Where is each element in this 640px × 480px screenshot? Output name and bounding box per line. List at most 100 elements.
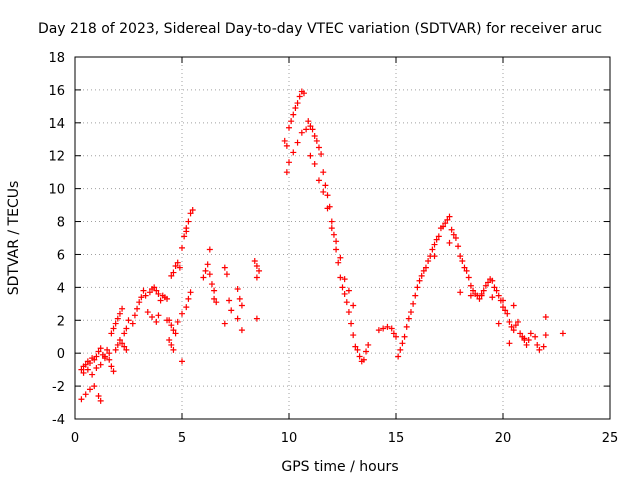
data-point — [500, 297, 506, 304]
data-point — [236, 295, 243, 302]
data-point — [480, 287, 487, 294]
data-point — [288, 118, 295, 125]
data-point — [170, 327, 177, 334]
data-point — [315, 177, 322, 184]
data-point — [489, 294, 496, 301]
y-tick-label: 0 — [57, 347, 65, 362]
x-tick-label: 25 — [602, 431, 619, 446]
data-point — [343, 299, 350, 306]
data-point — [206, 271, 213, 278]
data-point — [84, 366, 91, 373]
data-point — [238, 302, 245, 309]
data-point — [429, 246, 436, 253]
data-point — [536, 346, 543, 353]
data-point — [86, 360, 93, 367]
plot-frame — [74, 56, 611, 420]
data-point — [318, 151, 325, 158]
data-point — [457, 253, 464, 260]
data-point — [183, 228, 190, 235]
data-point — [401, 333, 408, 340]
data-point — [97, 345, 104, 352]
data-point — [106, 350, 113, 357]
data-point — [253, 262, 260, 269]
data-point — [333, 246, 340, 253]
data-point — [534, 341, 541, 348]
y-tick-label: -4 — [52, 413, 65, 428]
data-point — [465, 274, 472, 281]
data-point — [393, 333, 399, 340]
data-point — [478, 290, 485, 297]
data-point — [495, 320, 502, 327]
data-point — [294, 100, 301, 107]
data-point — [172, 262, 179, 269]
data-point — [123, 346, 130, 353]
data-point — [82, 361, 89, 368]
data-point — [348, 320, 355, 327]
data-point — [339, 284, 346, 291]
data-point — [532, 333, 539, 340]
data-point — [238, 327, 245, 334]
data-point — [223, 271, 230, 278]
data-point — [489, 277, 496, 284]
data-point — [221, 320, 228, 327]
data-point — [251, 258, 258, 265]
data-point — [91, 356, 98, 363]
data-point — [350, 302, 357, 309]
data-point — [206, 246, 213, 253]
data-point — [170, 269, 177, 276]
chart-title: Day 218 of 2023, Sidereal Day-to-day VTE… — [38, 21, 602, 37]
data-point — [328, 225, 335, 232]
data-point — [166, 337, 173, 344]
data-point — [403, 323, 410, 330]
data-point — [86, 386, 93, 393]
data-point — [119, 305, 126, 312]
data-point — [234, 315, 241, 322]
data-point — [345, 309, 352, 316]
data-point — [157, 297, 164, 304]
data-point — [149, 313, 156, 320]
data-point — [168, 272, 175, 279]
data-point — [153, 318, 160, 325]
y-tick-label: 2 — [57, 314, 65, 329]
data-point — [510, 327, 517, 334]
data-point — [527, 330, 534, 337]
data-point — [183, 304, 190, 311]
data-point — [333, 238, 340, 245]
data-point — [446, 213, 453, 220]
data-point — [185, 218, 192, 225]
data-point — [341, 290, 348, 297]
data-point — [504, 310, 511, 317]
data-point — [114, 341, 121, 348]
data-point — [93, 364, 100, 371]
data-point — [213, 299, 220, 306]
data-point — [448, 226, 455, 233]
data-point — [211, 295, 218, 302]
data-point — [425, 258, 432, 265]
data-point — [104, 346, 111, 353]
data-point — [151, 284, 158, 291]
data-point — [78, 366, 85, 373]
data-point — [95, 348, 102, 355]
data-point — [131, 312, 138, 319]
y-tick-labels: -4 -2 0 2 4 6 8 10 12 14 16 18 — [48, 51, 65, 428]
data-point — [523, 341, 530, 348]
y-tick-label: 16 — [48, 84, 65, 99]
data-point — [375, 327, 382, 334]
data-point — [337, 274, 344, 281]
data-point — [412, 292, 419, 299]
data-point — [500, 304, 506, 311]
data-point — [204, 261, 211, 268]
data-point — [290, 149, 297, 156]
axis-ticks — [74, 56, 611, 420]
data-point — [337, 254, 344, 261]
data-point — [168, 322, 175, 329]
data-point — [452, 235, 459, 241]
y-tick-label: 12 — [48, 150, 65, 165]
data-point — [91, 383, 98, 390]
data-point — [495, 292, 502, 299]
data-point — [455, 243, 462, 250]
data-point — [298, 129, 305, 136]
data-point — [116, 310, 123, 317]
data-point — [440, 223, 447, 230]
data-point — [502, 307, 509, 314]
